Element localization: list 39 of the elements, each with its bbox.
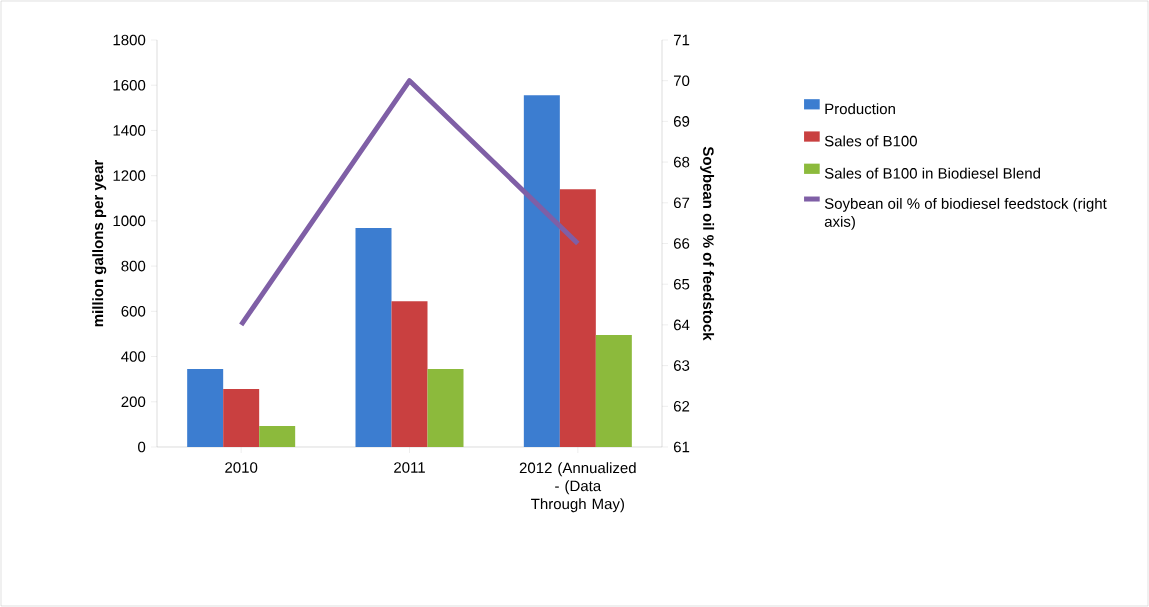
bar	[223, 389, 260, 447]
y2-tick-label: 70	[673, 75, 690, 86]
x-tick-label: 2010	[225, 462, 258, 473]
y2-tick-label: 68	[673, 156, 690, 168]
y2-axis-title: Soybean oil % of feedstock	[700, 146, 715, 341]
bar	[355, 228, 392, 447]
y-tick-label: 1000	[113, 215, 146, 227]
y2-tick-label: 67	[673, 197, 690, 209]
y2-tick-label: 64	[673, 319, 690, 331]
y-tick-label: 1800	[113, 34, 146, 46]
y2-tick-label: 69	[673, 116, 690, 127]
legend-label: Production	[825, 103, 895, 115]
y-tick-label: 1600	[113, 79, 146, 91]
y-axis-title: million gallons per year	[92, 159, 107, 327]
bar	[427, 368, 464, 447]
y2-tick-label: 71	[673, 34, 690, 46]
y2-tick-label: 65	[673, 278, 690, 290]
y2-tick-label: 62	[673, 400, 690, 412]
bar	[559, 189, 596, 447]
bar	[187, 368, 224, 447]
y-tick-label: 800	[121, 260, 146, 272]
bar	[523, 95, 560, 447]
bar	[595, 335, 632, 447]
y-tick-label: 200	[121, 396, 146, 408]
legend-label: Soybean oil % of biodiesel feedstock (right axis)	[824, 197, 1107, 230]
y-tick-label: 400	[121, 351, 146, 362]
y2-tick-label: 61	[673, 441, 690, 453]
bar	[391, 301, 428, 447]
y-tick-label: 1200	[113, 170, 146, 181]
y2-tick-label: 66	[673, 238, 690, 249]
legend-label: Sales of B100 in Biodiesel Blend	[824, 167, 1040, 179]
bar	[259, 425, 296, 447]
y-tick-label: 600	[121, 306, 146, 317]
x-tick-label: 2012 (Annualized - (Data Through May)	[519, 462, 636, 513]
y-tick-label: 1400	[113, 125, 146, 136]
legend-label: Sales of B100	[824, 135, 917, 147]
x-tick-label: 2011	[394, 462, 425, 473]
y2-tick-label: 63	[673, 360, 690, 371]
y-tick-label: 0	[138, 441, 146, 453]
